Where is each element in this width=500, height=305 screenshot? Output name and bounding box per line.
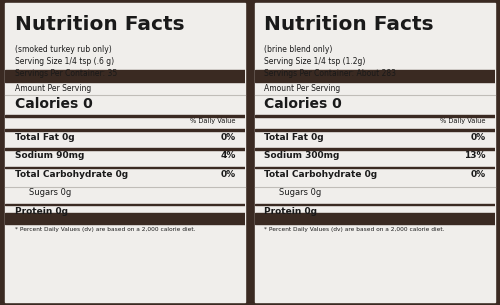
Text: 0%: 0% bbox=[470, 133, 486, 142]
Text: % Daily Value: % Daily Value bbox=[440, 118, 486, 124]
Bar bbox=[255, 213, 495, 224]
Text: Sodium 90mg: Sodium 90mg bbox=[14, 151, 84, 160]
Bar bbox=[255, 115, 495, 117]
Text: 0%: 0% bbox=[220, 170, 236, 179]
Bar bbox=[5, 129, 245, 131]
Text: Sugars 0g: Sugars 0g bbox=[29, 188, 72, 197]
Text: (brine blend only): (brine blend only) bbox=[264, 45, 333, 55]
Bar bbox=[255, 167, 495, 168]
Text: Protein 0g: Protein 0g bbox=[264, 207, 318, 216]
Text: 0%: 0% bbox=[220, 133, 236, 142]
Text: Calories 0: Calories 0 bbox=[14, 97, 92, 111]
Bar bbox=[5, 213, 245, 224]
Text: (smoked turkey rub only): (smoked turkey rub only) bbox=[14, 45, 112, 55]
Text: * Percent Daily Values (dv) are based on a 2,000 calorie diet.: * Percent Daily Values (dv) are based on… bbox=[264, 227, 445, 232]
Text: Protein 0g: Protein 0g bbox=[14, 207, 68, 216]
Bar bbox=[5, 148, 245, 149]
Bar bbox=[255, 129, 495, 131]
Bar bbox=[5, 204, 245, 205]
Bar bbox=[255, 204, 495, 205]
Text: Total Fat 0g: Total Fat 0g bbox=[14, 133, 74, 142]
Text: * Percent Daily Values (dv) are based on a 2,000 calorie diet.: * Percent Daily Values (dv) are based on… bbox=[14, 227, 195, 232]
Text: Servings Per Container: About 283: Servings Per Container: About 283 bbox=[264, 69, 396, 78]
Bar bbox=[5, 70, 245, 82]
Text: % Daily Value: % Daily Value bbox=[190, 118, 236, 124]
Text: Sugars 0g: Sugars 0g bbox=[279, 188, 321, 197]
Text: Nutrition Facts: Nutrition Facts bbox=[14, 15, 184, 34]
Bar bbox=[255, 148, 495, 149]
Text: Serving Size 1/4 tsp (.6 g): Serving Size 1/4 tsp (.6 g) bbox=[14, 57, 114, 66]
Text: Total Carbohydrate 0g: Total Carbohydrate 0g bbox=[14, 170, 128, 179]
Text: Amount Per Serving: Amount Per Serving bbox=[14, 84, 91, 93]
Text: Amount Per Serving: Amount Per Serving bbox=[264, 84, 340, 93]
Text: Serving Size 1/4 tsp (1.2g): Serving Size 1/4 tsp (1.2g) bbox=[264, 57, 366, 66]
Text: 0%: 0% bbox=[470, 170, 486, 179]
Bar bbox=[5, 167, 245, 168]
Text: 13%: 13% bbox=[464, 151, 485, 160]
Bar bbox=[5, 115, 245, 117]
Text: Calories 0: Calories 0 bbox=[264, 97, 342, 111]
Text: Total Carbohydrate 0g: Total Carbohydrate 0g bbox=[264, 170, 378, 179]
Bar bbox=[255, 70, 495, 82]
Text: 4%: 4% bbox=[220, 151, 236, 160]
Text: Nutrition Facts: Nutrition Facts bbox=[264, 15, 434, 34]
Text: Sodium 300mg: Sodium 300mg bbox=[264, 151, 340, 160]
Text: Total Fat 0g: Total Fat 0g bbox=[264, 133, 324, 142]
Text: Servings Per Container: 35: Servings Per Container: 35 bbox=[14, 69, 117, 78]
